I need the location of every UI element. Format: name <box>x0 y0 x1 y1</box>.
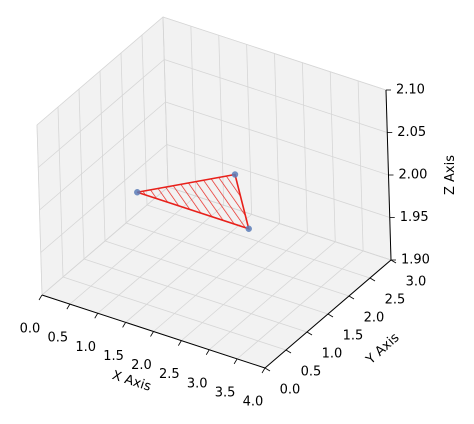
tick-mark <box>369 277 376 282</box>
tick-mark <box>306 331 313 336</box>
grid-line <box>146 204 371 279</box>
x-tick-label: 1.5 <box>103 349 124 364</box>
x-tick-label: 2.0 <box>131 358 152 373</box>
x-tick-label: 3.5 <box>215 385 236 400</box>
point <box>134 189 141 196</box>
z-tick-label: 2.10 <box>396 83 425 98</box>
z-tick-label: 1.95 <box>400 210 429 225</box>
x-tick-label: 1.0 <box>75 340 96 355</box>
x-tick-label: 2.5 <box>159 367 180 382</box>
x-tick-label: 4.0 <box>243 395 264 410</box>
grid-line <box>125 222 350 297</box>
z-axis-label: Z Axis <box>443 155 458 195</box>
tick-mark <box>285 349 292 354</box>
triangle <box>137 173 250 230</box>
x-tick-label: 3.0 <box>187 376 208 391</box>
grid-line <box>39 101 166 211</box>
y-tick-label: 0.0 <box>280 383 301 398</box>
tick-mark <box>327 313 334 318</box>
z-axis-line <box>385 89 392 261</box>
tick-mark <box>178 340 182 346</box>
tick-mark <box>150 331 154 337</box>
tick-mark <box>348 295 355 300</box>
tick-mark <box>66 303 71 310</box>
tick-mark <box>94 313 99 319</box>
grid-line <box>37 59 165 168</box>
tick-mark <box>233 358 238 365</box>
y-tick-label: 2.0 <box>364 311 385 326</box>
x-tick-label: 0.0 <box>20 322 41 337</box>
grid-line <box>165 101 389 176</box>
grid-line <box>166 144 390 218</box>
tick-mark <box>261 367 266 374</box>
grid-line <box>104 240 329 315</box>
point <box>231 171 239 178</box>
x-axis-line <box>41 294 266 369</box>
y-tick-label: 1.0 <box>322 347 343 362</box>
point <box>245 225 252 232</box>
tick-mark <box>122 322 126 328</box>
x-tick-label: 0.5 <box>48 331 69 346</box>
grid-line <box>62 276 287 351</box>
tick-mark <box>205 349 210 355</box>
y-axis-label: Y Axis <box>363 330 403 368</box>
y-tick-label: 1.5 <box>343 329 364 344</box>
y-tick-label: 0.5 <box>301 365 322 380</box>
z-tick-label: 2.00 <box>399 168 428 183</box>
y-axis-line <box>264 259 392 369</box>
grid-line <box>164 59 388 133</box>
tick-mark <box>264 367 271 372</box>
z-tick-label: 1.90 <box>401 253 430 268</box>
z-tick-label: 2.05 <box>397 125 426 140</box>
y-tick-label: 2.5 <box>385 293 406 308</box>
tick-mark <box>38 294 43 301</box>
grid-line <box>41 186 169 296</box>
y-tick-label: 3.0 <box>406 275 427 290</box>
grid-line <box>162 16 387 91</box>
grid-line <box>36 16 164 126</box>
grid-line <box>83 258 308 333</box>
grid-line <box>40 144 168 253</box>
tick-mark <box>390 259 397 264</box>
